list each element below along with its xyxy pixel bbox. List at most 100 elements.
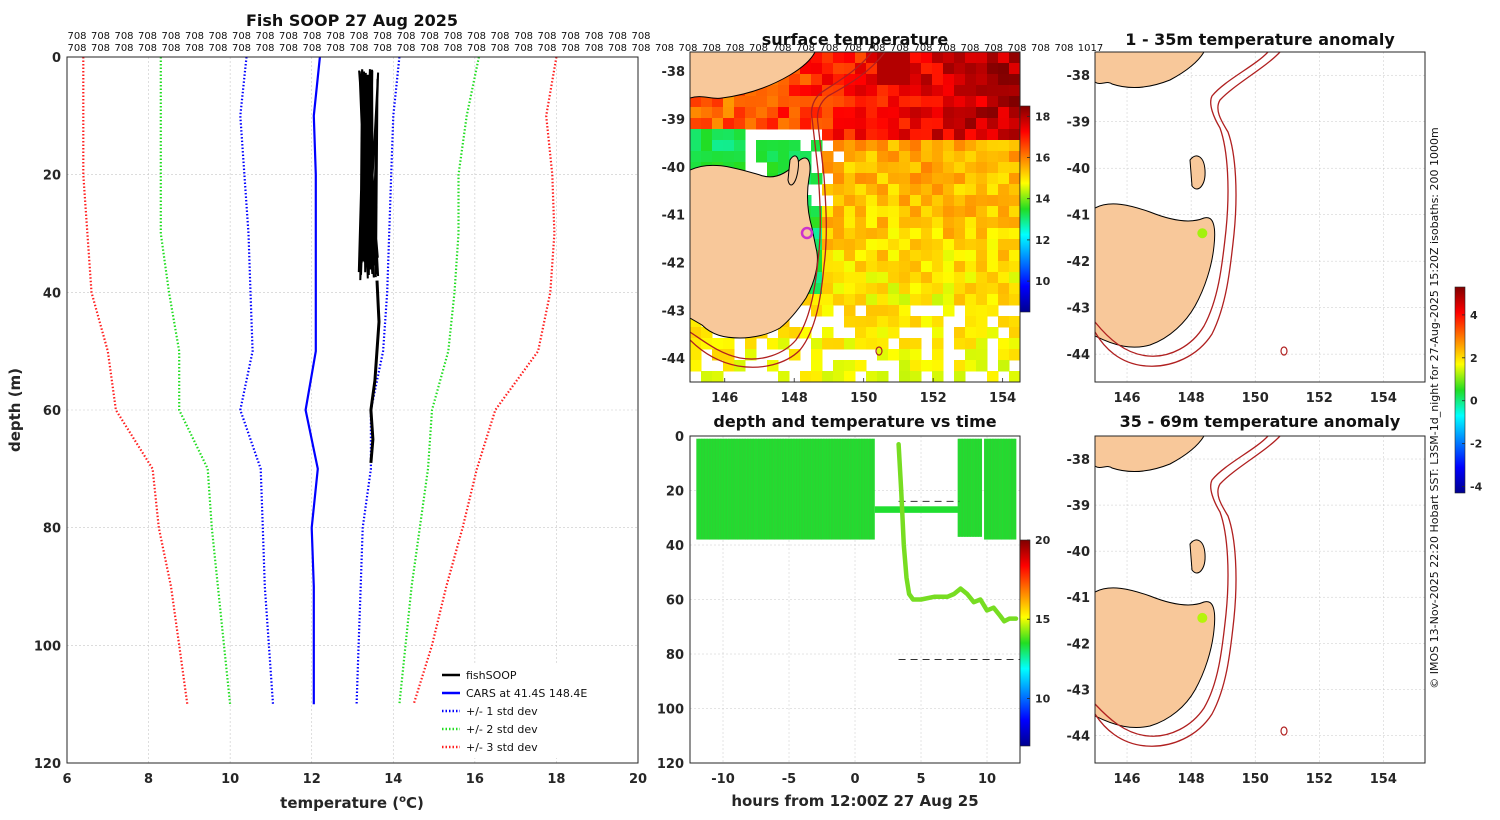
sst-cell <box>998 294 1010 306</box>
colorbar-tick-label: 2 <box>1470 352 1478 365</box>
sst-cell <box>899 217 911 229</box>
sst-cell <box>833 250 845 262</box>
sst-cell <box>965 327 977 339</box>
sst-cell <box>932 250 944 262</box>
profile-count-row2: 708 <box>537 43 556 54</box>
sst-cell <box>976 96 988 108</box>
sst-cell <box>954 360 966 372</box>
sst-cell <box>954 371 966 382</box>
map-lat-tick: -40 <box>1067 545 1091 560</box>
profile-count-row2: 708 <box>138 43 157 54</box>
profile-count-row1: 708 <box>114 31 133 42</box>
sst-cell <box>1009 162 1020 174</box>
sst-cell <box>888 239 900 251</box>
sst-colorbar-ticks: 10 12 14 16 18 <box>1027 110 1051 288</box>
sst-cell <box>855 250 867 262</box>
profile-series <box>82 56 558 705</box>
sst-cell <box>954 217 966 229</box>
map-lon-tick: 154 <box>1370 391 1397 406</box>
sst-cell <box>976 228 988 240</box>
sst-cell <box>965 349 977 361</box>
sst-cell <box>987 63 999 75</box>
sst-cell <box>855 140 867 152</box>
sst-cell <box>921 206 933 218</box>
sst-cell <box>811 107 823 119</box>
legend-cars: CARS at 41.4S 148.4E <box>466 687 587 700</box>
sst-cell <box>833 338 845 350</box>
sst-cell <box>976 63 988 75</box>
sst-cell <box>811 74 823 86</box>
sst-cell <box>811 52 823 64</box>
sst-cell <box>866 184 878 196</box>
sst-cell <box>866 327 878 339</box>
depth-time-y-tick: 80 <box>666 648 684 663</box>
sst-cell <box>723 96 735 108</box>
anomaly-lower-mainland <box>1095 436 1205 472</box>
profile-x-tick: 16 <box>466 772 484 787</box>
sst-cell <box>877 294 889 306</box>
sst-cell <box>998 85 1010 97</box>
depth-time-deep-track <box>896 441 1019 624</box>
profile-count-row2: 708 <box>232 43 251 54</box>
profile-count-row1: 708 <box>396 31 415 42</box>
sst-cell <box>833 239 845 251</box>
anomaly-lower-island <box>1189 539 1206 574</box>
sst-cell <box>1009 349 1020 361</box>
sst-cell <box>976 239 988 251</box>
sst-cell <box>811 206 823 218</box>
sst-cell <box>712 338 724 350</box>
map-lat-tick: -44 <box>662 352 686 367</box>
fishsoop-deep-trace <box>369 280 381 464</box>
sst-cell <box>888 217 900 229</box>
sst-cell <box>888 118 900 130</box>
sst-cell <box>811 239 823 251</box>
sst-cell <box>910 261 922 273</box>
depth-time-burst <box>957 438 982 537</box>
sst-cell <box>767 96 779 108</box>
sst-cell <box>932 239 944 251</box>
sst-cell <box>965 195 977 207</box>
sst-cell <box>943 283 955 295</box>
sst-cell <box>833 228 845 240</box>
sst-isobath-200 <box>690 52 873 360</box>
sst-cell <box>690 349 702 361</box>
sst-cell <box>998 184 1010 196</box>
sst-cell <box>800 74 812 86</box>
sst-cell <box>767 360 779 372</box>
map-lat-tick: -42 <box>662 256 686 271</box>
sst-cell <box>866 118 878 130</box>
sst-cell <box>855 338 867 350</box>
anomaly-lower-ticks: 146 148 150 152 154 -38 -39 -40 -41 -42 -43 -44 <box>1067 453 1397 787</box>
sst-cell <box>833 184 845 196</box>
sst-cell <box>965 129 977 141</box>
sst-cell <box>965 74 977 86</box>
sst-cell <box>954 250 966 262</box>
profile-count-row2: 708 <box>561 43 580 54</box>
sst-cell <box>701 371 713 382</box>
sst-cell <box>910 140 922 152</box>
profile-count-row1: 708 <box>208 31 227 42</box>
sst-cell <box>866 195 878 207</box>
sst-cell <box>932 360 944 372</box>
sst-cell <box>844 63 856 75</box>
sst-cell <box>932 272 944 284</box>
sst-cell <box>855 360 867 372</box>
sst-cell <box>844 129 856 141</box>
sst-cell <box>888 107 900 119</box>
sst-cell <box>833 173 845 185</box>
sst-cell <box>855 294 867 306</box>
sst-cell <box>789 96 801 108</box>
depth-time-bridge <box>874 506 958 513</box>
sst-cell <box>987 206 999 218</box>
sst-cell <box>877 217 889 229</box>
sst-cell <box>910 74 922 86</box>
sst-cell <box>899 239 911 251</box>
sst-cell <box>921 261 933 273</box>
sst-cell <box>822 107 834 119</box>
sst-map-panel: 146 148 150 152 154 -38 -39 -40 -41 -42 -43 -44 sur… <box>662 30 1051 406</box>
sst-cell <box>910 206 922 218</box>
sst-cell <box>932 195 944 207</box>
sst-cell <box>844 107 856 119</box>
sst-cell <box>866 272 878 284</box>
